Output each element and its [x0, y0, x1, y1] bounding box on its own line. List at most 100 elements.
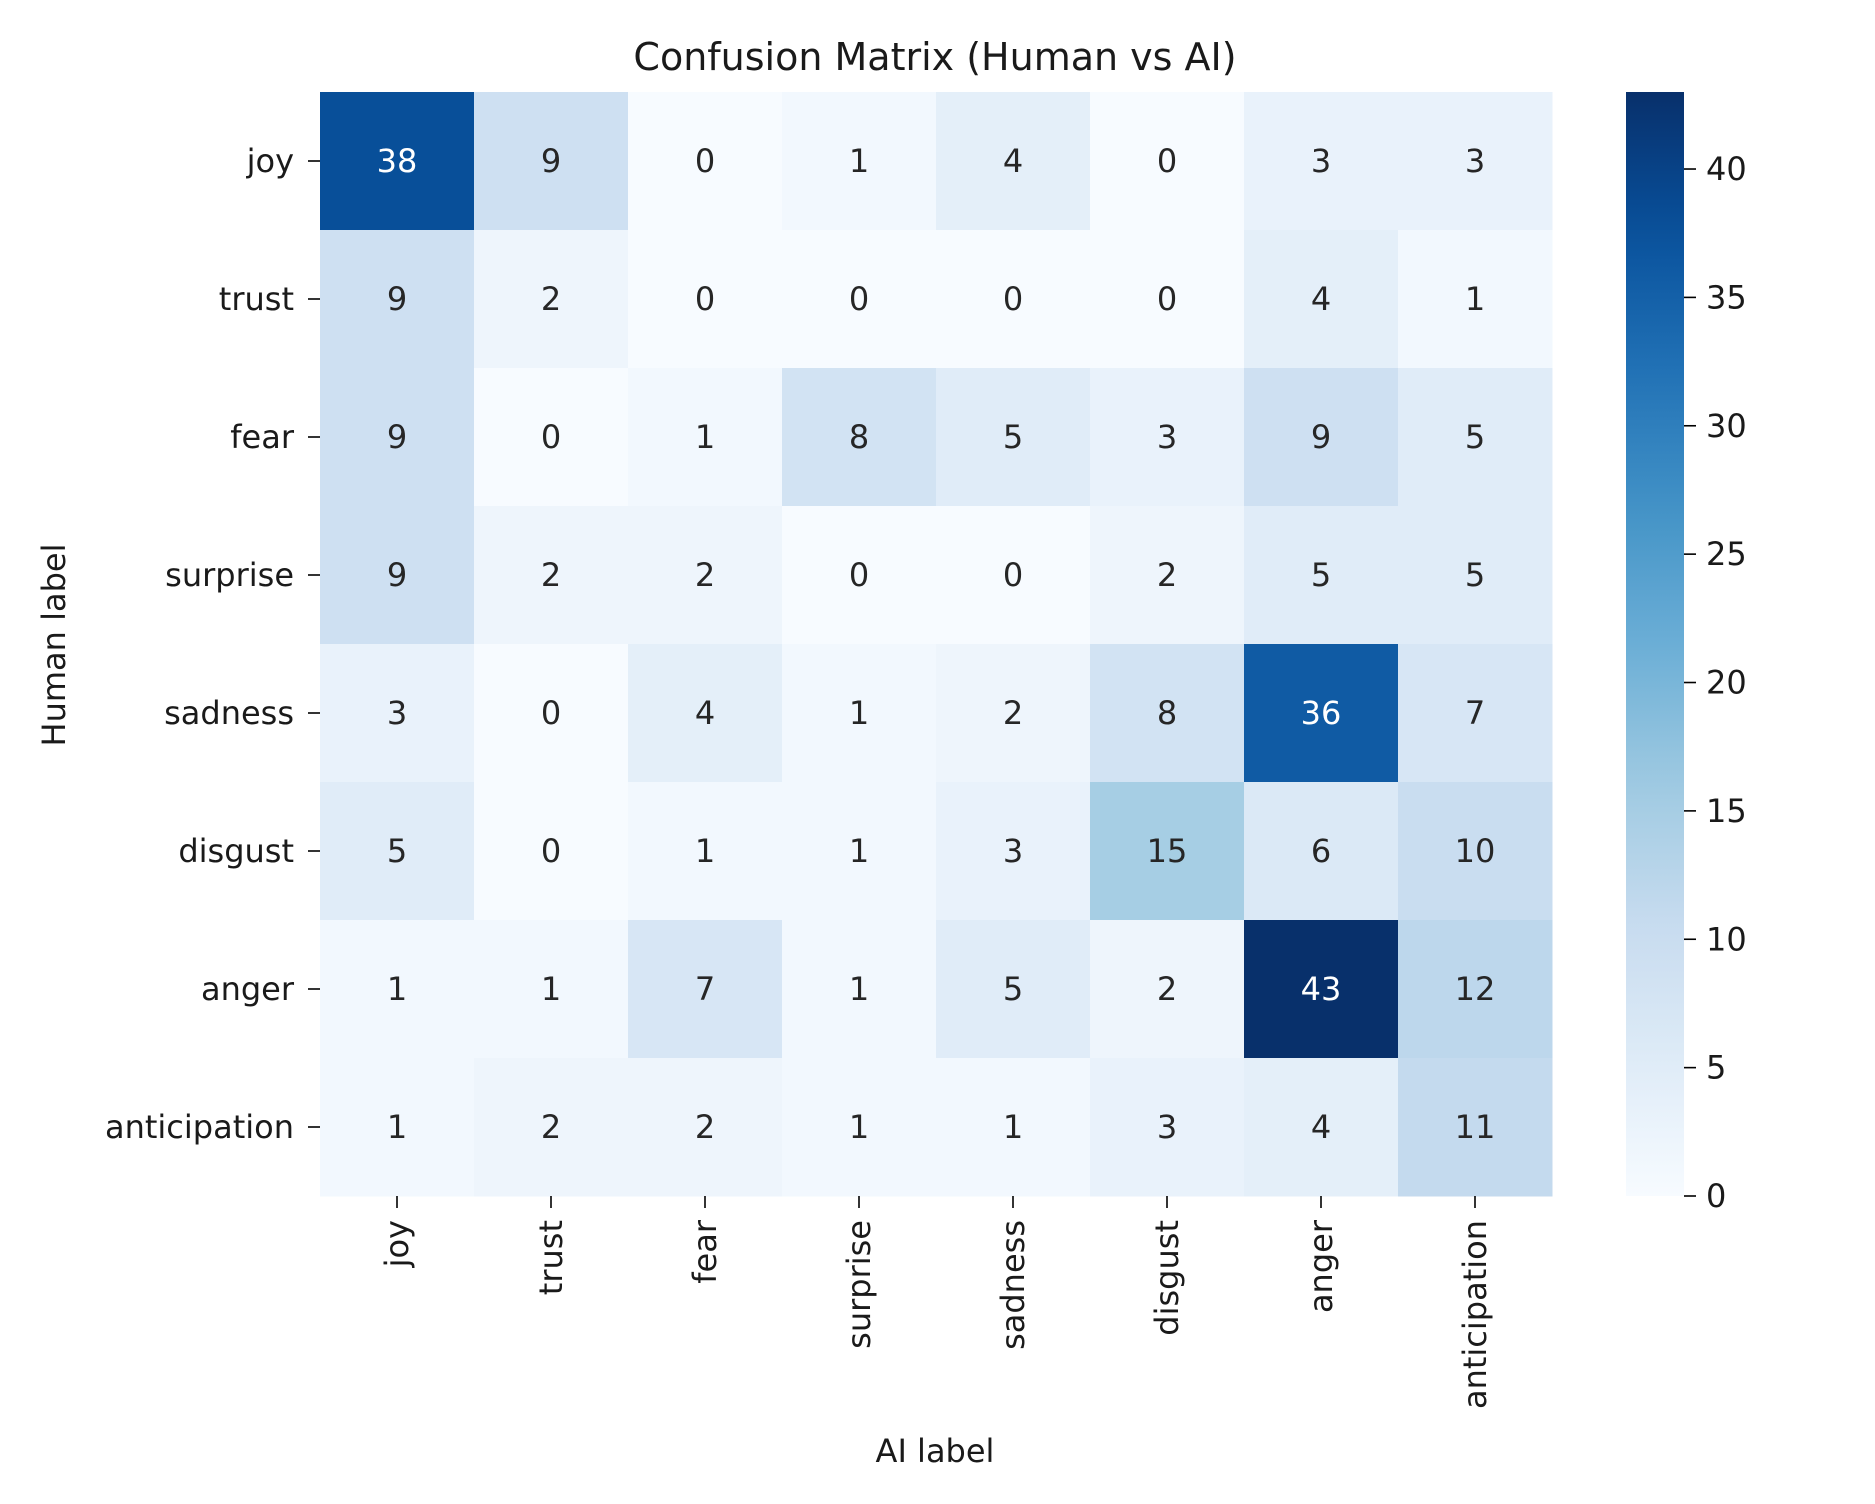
heatmap-cell-trust-trust	[474, 230, 629, 369]
heatmap-cells	[320, 92, 1553, 1197]
heatmap-cell-trust-sadness	[936, 230, 1091, 369]
cell-value-label: 38	[377, 142, 418, 180]
x-tick-label-joy: joy	[378, 1220, 416, 1268]
colorbar: 0 5 10 15 20 25 30 35 40	[1626, 92, 1747, 1215]
heatmap-cell-joy-sadness	[936, 92, 1091, 231]
heatmap-cell-disgust-sadness	[936, 782, 1091, 921]
heatmap-cell-anger-disgust	[1090, 920, 1245, 1059]
cell-value-label: 9	[387, 556, 407, 594]
heatmap-cell-surprise-joy	[320, 506, 475, 645]
heatmap-cell-sadness-fear	[628, 644, 783, 783]
cell-value-label: 1	[849, 694, 869, 732]
heatmap-cell-anticipation-disgust	[1090, 1058, 1245, 1197]
cell-value-label: 11	[1455, 1108, 1496, 1146]
colorbar-tick-label: 35	[1706, 278, 1747, 316]
cell-value-label: 1	[695, 832, 715, 870]
colorbar-tick-label: 40	[1706, 150, 1747, 188]
cell-value-label: 2	[541, 1108, 561, 1146]
heatmap-cell-anger-anticipation	[1398, 920, 1553, 1059]
heatmap-cell-fear-joy	[320, 368, 475, 507]
cell-value-label: 7	[1465, 694, 1485, 732]
heatmap-cell-trust-fear	[628, 230, 783, 369]
y-tick-label-trust: trust	[219, 280, 294, 318]
cell-value-label: 5	[1003, 418, 1023, 456]
heatmap-cell-fear-anticipation	[1398, 368, 1553, 507]
cell-value-label: 2	[1157, 556, 1177, 594]
cell-value-label: 3	[1157, 1108, 1177, 1146]
y-axis-label: Human label	[35, 544, 73, 747]
x-tick-label-trust: trust	[532, 1220, 570, 1295]
heatmap-cell-anger-anger	[1244, 920, 1399, 1059]
heatmap-cell-anger-surprise	[782, 920, 937, 1059]
y-tick-label-surprise: surprise	[165, 556, 294, 594]
heatmap-cell-disgust-fear	[628, 782, 783, 921]
x-tick-label-sadness: sadness	[994, 1220, 1032, 1350]
heatmap-cell-disgust-anger	[1244, 782, 1399, 921]
heatmap-cell-anticipation-surprise	[782, 1058, 937, 1197]
x-tick-label-disgust: disgust	[1148, 1220, 1186, 1336]
x-axis: joy trust fear surprise sadness disgust anger a…	[378, 1196, 1494, 1409]
colorbar-tick-label: 25	[1706, 535, 1747, 573]
heatmap-cell-anger-sadness	[936, 920, 1091, 1059]
cell-value-label: 4	[695, 694, 715, 732]
cell-value-label: 0	[695, 280, 715, 318]
heatmap-cell-fear-anger	[1244, 368, 1399, 507]
heatmap-cell-disgust-anticipation	[1398, 782, 1553, 921]
colorbar-tick-label: 0	[1706, 1177, 1726, 1215]
cell-value-label: 2	[695, 1108, 715, 1146]
heatmap-cell-joy-trust	[474, 92, 629, 231]
heatmap-cell-joy-disgust	[1090, 92, 1245, 231]
heatmap-cell-surprise-disgust	[1090, 506, 1245, 645]
cell-value-label: 1	[849, 832, 869, 870]
cell-value-label: 15	[1147, 832, 1188, 870]
heatmap-cell-joy-surprise	[782, 92, 937, 231]
cell-value-label: 3	[1157, 418, 1177, 456]
cell-value-label: 4	[1003, 142, 1023, 180]
heatmap-cell-joy-fear	[628, 92, 783, 231]
cell-value-label: 2	[695, 556, 715, 594]
x-tick-label-fear: fear	[686, 1219, 724, 1284]
cell-value-label: 6	[1311, 832, 1331, 870]
heatmap-cell-surprise-sadness	[936, 506, 1091, 645]
cell-value-label: 12	[1455, 970, 1496, 1008]
heatmap-cell-surprise-surprise	[782, 506, 937, 645]
cell-value-label: 3	[1465, 142, 1485, 180]
heatmap-cell-anticipation-sadness	[936, 1058, 1091, 1197]
heatmap-cell-trust-joy	[320, 230, 475, 369]
y-tick-label-anger: anger	[201, 970, 295, 1008]
x-tick-label-anger: anger	[1302, 1219, 1340, 1313]
heatmap-cell-disgust-disgust	[1090, 782, 1245, 921]
heatmap-cell-sadness-anticipation	[1398, 644, 1553, 783]
heatmap-cell-joy-joy	[320, 92, 475, 231]
colorbar-tick-label: 5	[1706, 1049, 1726, 1087]
cell-labels: 38 9 0 1 4 0 3 39 2 0 0 0 0 4 19 0 1 8 5 3 9 59 2 2 0 0 2 5 53 0 4 1 2 8 3…	[377, 142, 1496, 1146]
cell-value-label: 9	[1311, 418, 1331, 456]
cell-value-label: 0	[541, 832, 561, 870]
y-tick-label-anticipation: anticipation	[105, 1108, 294, 1146]
cell-value-label: 1	[849, 142, 869, 180]
heatmap-cell-joy-anticipation	[1398, 92, 1553, 231]
y-tick-label-disgust: disgust	[178, 832, 294, 870]
cell-value-label: 1	[695, 418, 715, 456]
cell-value-label: 2	[541, 556, 561, 594]
chart-title: Confusion Matrix (Human vs AI)	[633, 35, 1236, 79]
x-tick-label-surprise: surprise	[840, 1220, 878, 1349]
heatmap-cell-anticipation-anger	[1244, 1058, 1399, 1197]
heatmap-cell-joy-anger	[1244, 92, 1399, 231]
cell-value-label: 5	[1003, 970, 1023, 1008]
cell-value-label: 10	[1455, 832, 1496, 870]
cell-value-label: 0	[1003, 280, 1023, 318]
cell-value-label: 0	[541, 694, 561, 732]
cell-value-label: 9	[387, 280, 407, 318]
heatmap-cell-sadness-disgust	[1090, 644, 1245, 783]
heatmap-cell-sadness-trust	[474, 644, 629, 783]
heatmap-cell-surprise-trust	[474, 506, 629, 645]
cell-value-label: 36	[1301, 694, 1342, 732]
colorbar-tick-label: 15	[1706, 792, 1747, 830]
heatmap-cell-disgust-joy	[320, 782, 475, 921]
colorbar-tick-label: 20	[1706, 664, 1747, 702]
cell-value-label: 4	[1311, 280, 1331, 318]
x-axis-label: AI label	[876, 1432, 995, 1470]
cell-value-label: 1	[849, 970, 869, 1008]
